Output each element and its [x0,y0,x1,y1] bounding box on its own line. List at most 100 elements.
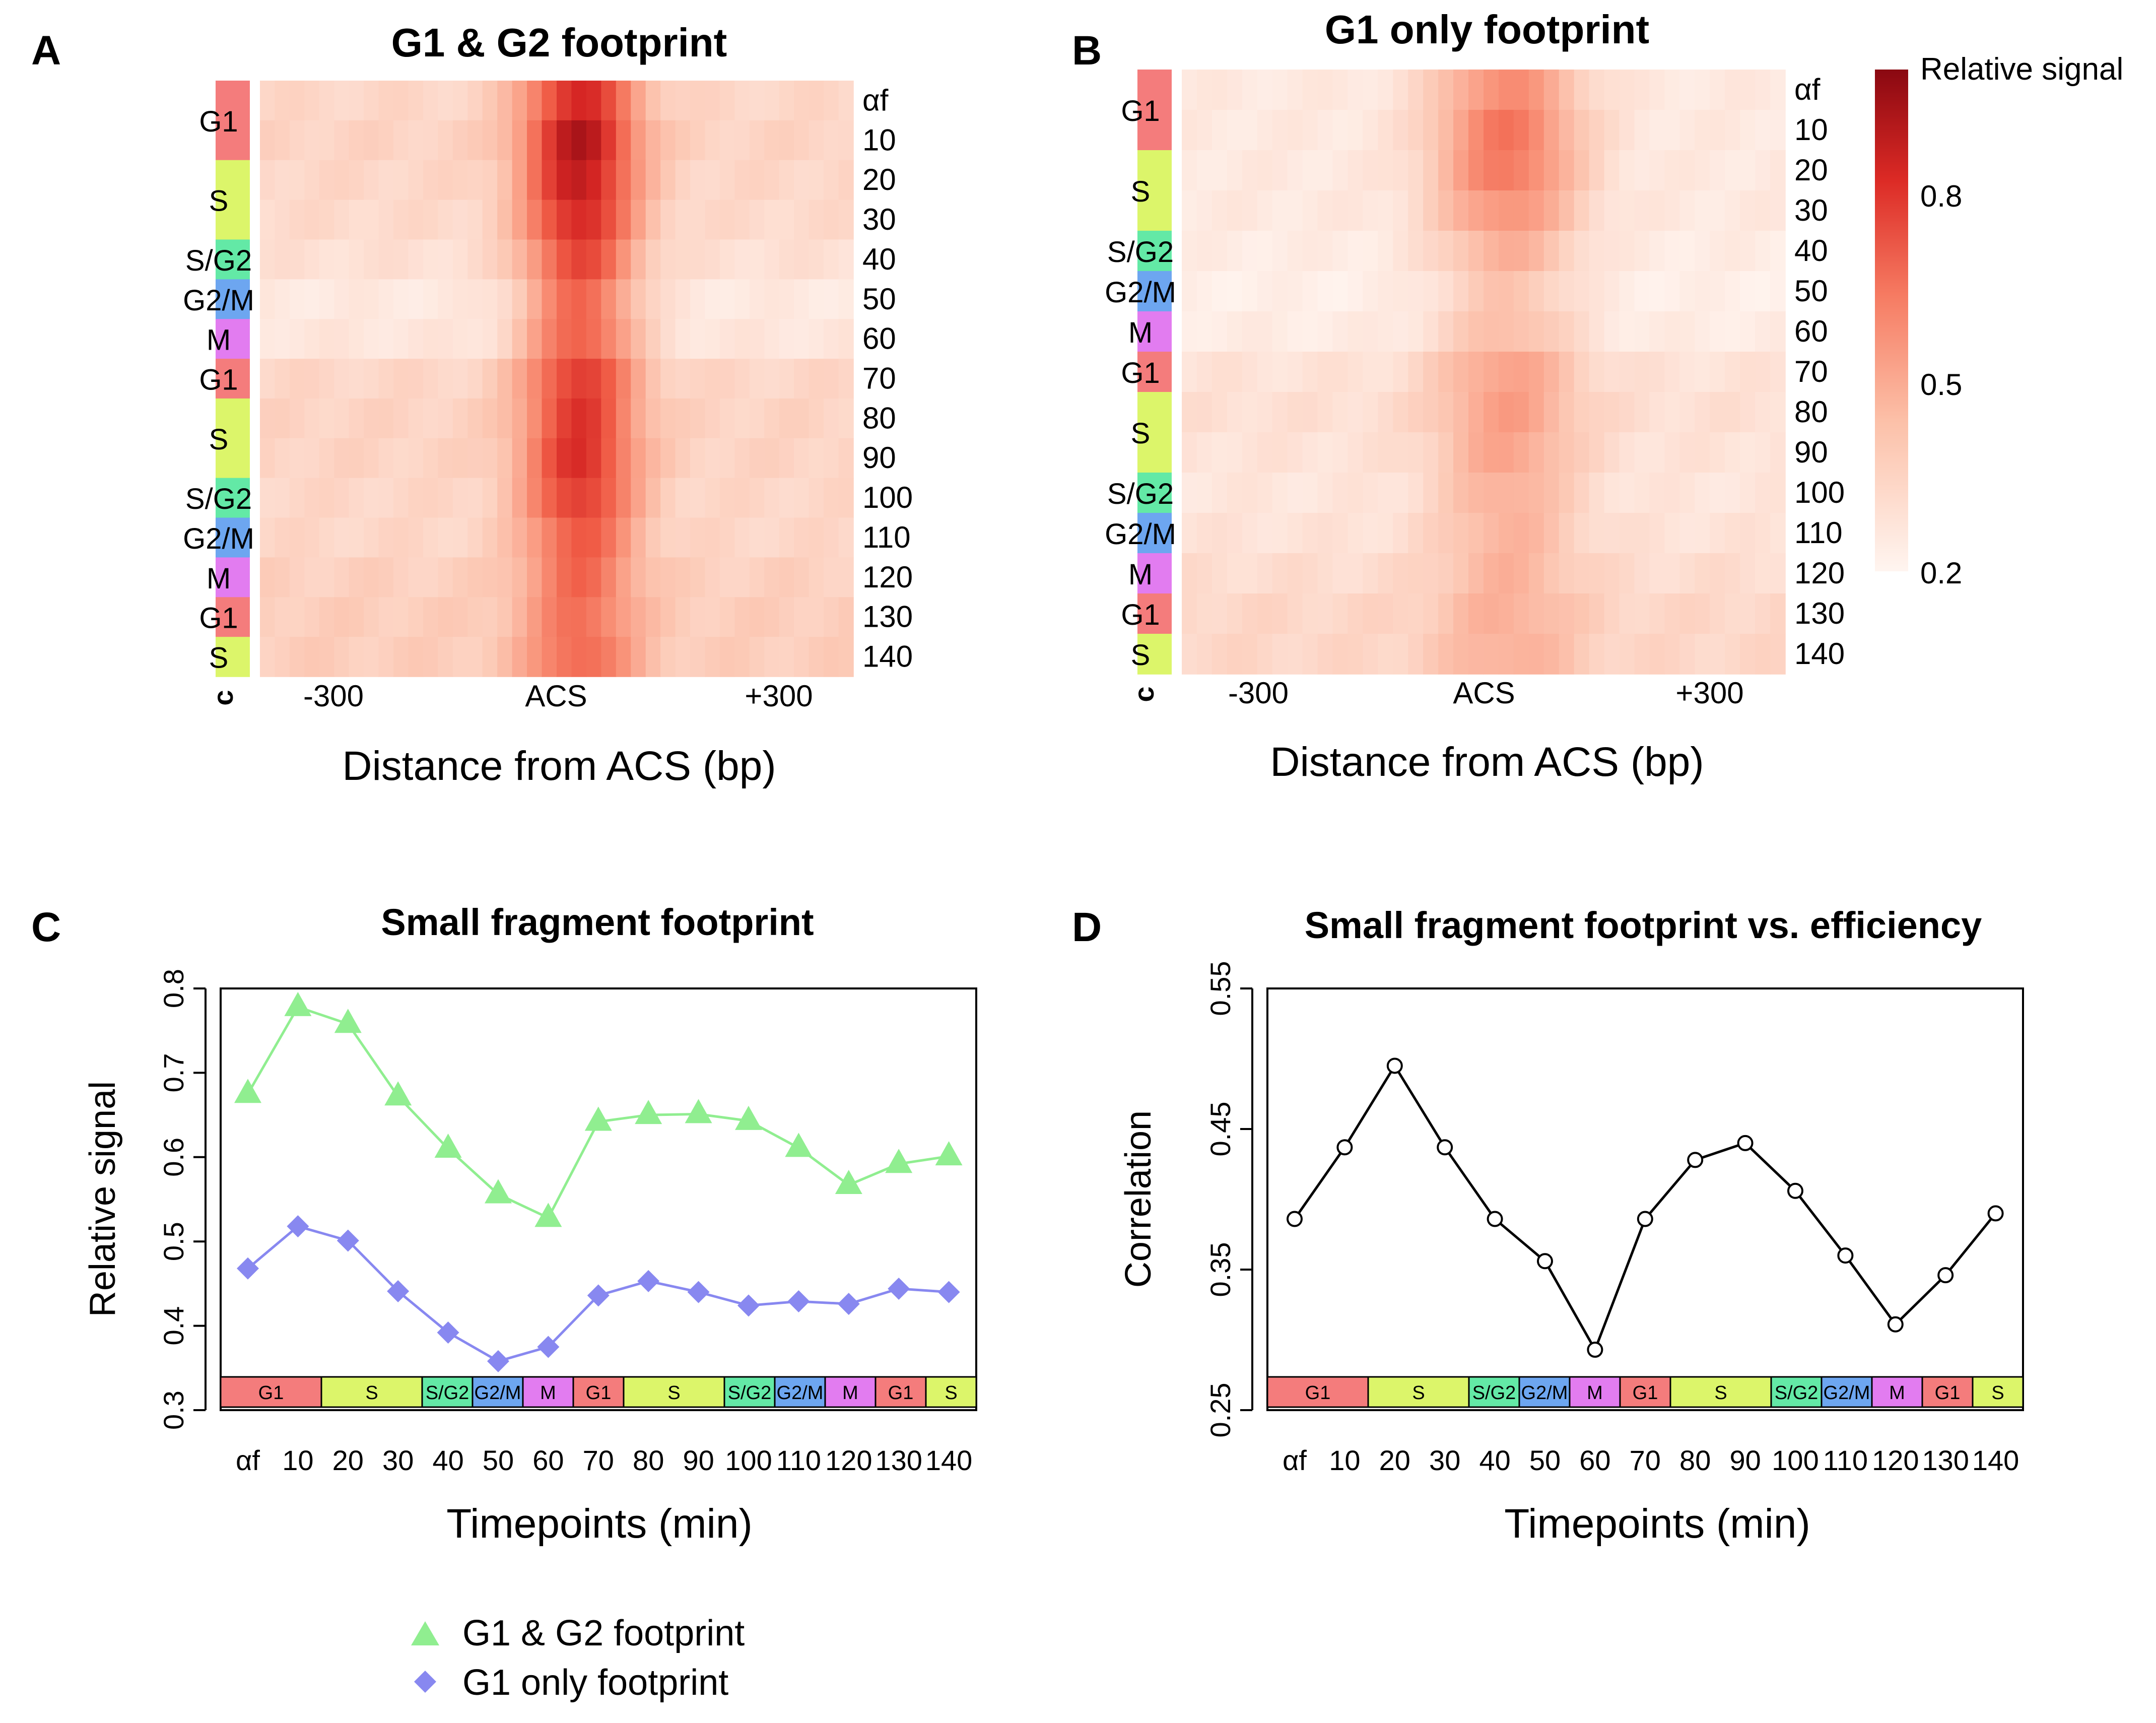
heatmap-cell [660,239,676,280]
y-tick-label: 0.45 [1204,1102,1236,1157]
heatmap-cell [838,81,854,121]
heatmap-cell [1589,593,1605,634]
heatmap-cell [838,319,854,359]
heatmap-cell [1196,231,1212,272]
heatmap-cell [571,81,587,121]
heatmap-cell [764,239,780,280]
heatmap-cell [764,478,780,518]
heatmap-row-label: 50 [862,282,896,316]
heatmap-cell [1604,634,1620,675]
heatmap-cell [542,398,557,439]
heatmap-cell [1393,190,1409,231]
heatmap-cell [675,81,691,121]
heatmap-cell [1710,593,1725,634]
chart-c-phase-strip: G1 S S/G2 G2/M M G1 S S/G2 G2/M M G1 S [220,1376,977,1408]
heatmap-cell [1513,150,1529,191]
heatmap-cell [1498,70,1514,110]
heatmap-cell [1453,190,1469,231]
heatmap-cell [1543,311,1560,352]
heatmap-cell [1513,432,1529,473]
heatmap-cell [690,557,706,598]
heatmap-cell [1574,190,1590,231]
heatmap-cell [349,319,364,359]
chart-d-x-tick-labels: αf 10 20 30 40 50 60 70 80 90 100 110 120 130 140 [1283,1444,2019,1476]
heatmap-cell [690,398,706,439]
heatmap-cell [319,359,335,399]
heatmap-cell [1363,513,1379,554]
heatmap-cell [438,160,453,201]
heatmap-cell [1695,513,1711,554]
heatmap-cell [1755,110,1771,151]
heatmap-cell [1196,70,1212,110]
phase-sidebar-cell [1137,311,1172,352]
chart-d-series-markers [1287,1057,2004,1358]
heatmap-cell [809,120,824,161]
heatmap-cell [304,279,320,319]
heatmap-cell [542,597,557,637]
phase-sidebar-label: G1 [199,602,238,635]
phase-sidebar-label: G1 [1121,599,1160,631]
heatmap-cell [1378,352,1394,392]
heatmap-cell [319,517,335,558]
phase-strip-label: S [667,1382,680,1404]
heatmap-cell [1182,190,1197,231]
heatmap-cell [1619,392,1635,433]
heatmap-cell [1257,392,1273,433]
heatmap-cell [616,478,632,518]
heatmap-cell [1484,311,1499,352]
heatmap-cell [809,637,824,677]
heatmap-cell [1393,392,1409,433]
heatmap-cell [660,597,676,637]
heatmap-cell [1363,110,1379,151]
x-tick-label: 30 [382,1444,414,1476]
heatmap-cell [690,359,706,399]
heatmap-cell [512,637,527,677]
heatmap-cell [675,398,691,439]
heatmap-cell [452,597,468,637]
heatmap-cell [1755,513,1771,554]
heatmap-cell [1619,110,1635,151]
heatmap-cell [275,517,290,558]
heatmap-cell [1272,110,1288,151]
heatmap-cell [645,239,661,280]
heatmap-cell [378,637,394,677]
heatmap-cell [1543,150,1560,191]
heatmap-cell [1695,432,1711,473]
heatmap-cell [260,398,276,439]
heatmap-cell [275,359,290,399]
x-tick-label: 100 [1772,1444,1818,1476]
heatmap-cell [1257,634,1273,675]
heatmap-cell [1619,352,1635,392]
heatmap-cell [719,81,735,121]
diamond-marker [787,1290,810,1313]
heatmap-cell [794,517,810,558]
heatmap-cell [779,239,794,280]
heatmap-cell [260,279,276,319]
circle-marker [1336,1139,1353,1156]
heatmap-cell [1423,473,1439,513]
heatmap-cell [512,557,527,598]
heatmap-cell [719,120,735,161]
heatmap-cell [1710,513,1725,554]
heatmap-cell [1559,392,1575,433]
heatmap-cell [423,239,439,280]
heatmap-cell [1604,311,1620,352]
heatmap-cell [423,81,439,121]
heatmap-cell [275,239,290,280]
heatmap-cell [1378,70,1394,110]
heatmap-cell [1574,271,1590,312]
heatmap-cell [749,200,765,240]
heatmap-cell [660,160,676,201]
heatmap-cell [319,438,335,479]
heatmap-cell [616,319,632,359]
heatmap-cell [349,81,364,121]
heatmap-cell [1468,271,1484,312]
diamond-marker [637,1270,660,1292]
phase-sidebar-cell [216,517,250,558]
heatmap-cell [1634,271,1650,312]
heatmap-cell [1740,231,1756,272]
triangle-marker [635,1100,662,1124]
heatmap-cell [423,637,439,677]
heatmap-cell [1559,553,1575,594]
heatmap-cell [1498,432,1514,473]
